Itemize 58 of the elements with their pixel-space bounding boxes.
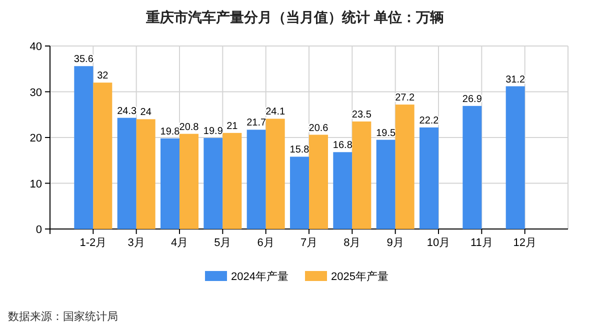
bar [136, 119, 156, 229]
bar [395, 104, 414, 229]
legend-label: 2024年产量 [231, 270, 288, 283]
data-label: 27.2 [395, 92, 415, 104]
data-label: 26.9 [462, 94, 482, 105]
data-label: 19.5 [376, 128, 396, 139]
bar [352, 121, 372, 229]
bar [290, 156, 309, 229]
y-tick-label: 40 [30, 41, 42, 53]
bar [93, 82, 112, 229]
y-tick-label: 20 [30, 132, 42, 144]
x-tick-label: 10月 [426, 237, 450, 249]
data-label: 24.1 [266, 106, 286, 118]
bar [222, 132, 242, 229]
source-note: 数据来源：国家统计局 [8, 310, 118, 323]
data-label: 24.3 [117, 106, 137, 117]
x-tick-label: 6月 [257, 237, 274, 249]
y-tick-label: 0 [36, 224, 42, 236]
legend-label: 2025年产量 [331, 270, 388, 283]
data-label: 32 [97, 70, 109, 82]
bar [246, 130, 266, 229]
data-label: 20.6 [308, 122, 329, 134]
data-label: 19.8 [160, 126, 180, 138]
bar [204, 138, 223, 229]
data-label: 22.2 [419, 115, 440, 126]
x-tick-label: 4月 [170, 237, 188, 249]
bar [309, 134, 328, 229]
bar [180, 134, 198, 229]
x-tick-label: 11月 [470, 237, 493, 249]
bar [266, 118, 285, 229]
x-tick-label: 7月 [300, 237, 318, 249]
bar [74, 66, 94, 229]
y-tick-label: 30 [30, 86, 42, 99]
x-tick-label: 12月 [513, 237, 536, 249]
bar [506, 86, 525, 229]
y-tick-label: 10 [30, 178, 42, 190]
data-label: 20.8 [179, 122, 200, 133]
data-label: 24 [140, 107, 152, 118]
bar [117, 118, 136, 229]
data-label: 23.5 [352, 109, 372, 120]
data-label: 19.9 [203, 126, 224, 137]
x-tick-label: 5月 [214, 237, 232, 249]
bar [376, 140, 396, 229]
x-tick-label: 8月 [344, 237, 361, 249]
data-label: 21.7 [246, 118, 266, 129]
data-label: 31.2 [506, 74, 526, 86]
bar [160, 138, 180, 229]
x-tick-label: 9月 [386, 237, 404, 249]
bar [462, 106, 482, 229]
x-tick-label: 1-2月 [80, 237, 107, 249]
data-label: 35.6 [74, 54, 94, 66]
data-label: 16.8 [332, 140, 353, 152]
chart-title: 重庆市汽车产量分月（当月值）统计 单位：万辆 [145, 9, 444, 25]
data-label: 21 [226, 120, 238, 132]
bar [420, 127, 438, 229]
bar [333, 152, 352, 229]
x-tick-label: 3月 [128, 237, 145, 249]
data-label: 15.8 [290, 144, 310, 156]
